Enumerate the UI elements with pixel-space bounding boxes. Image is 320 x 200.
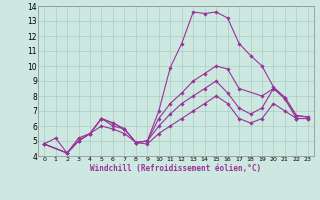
- X-axis label: Windchill (Refroidissement éolien,°C): Windchill (Refroidissement éolien,°C): [91, 164, 261, 173]
